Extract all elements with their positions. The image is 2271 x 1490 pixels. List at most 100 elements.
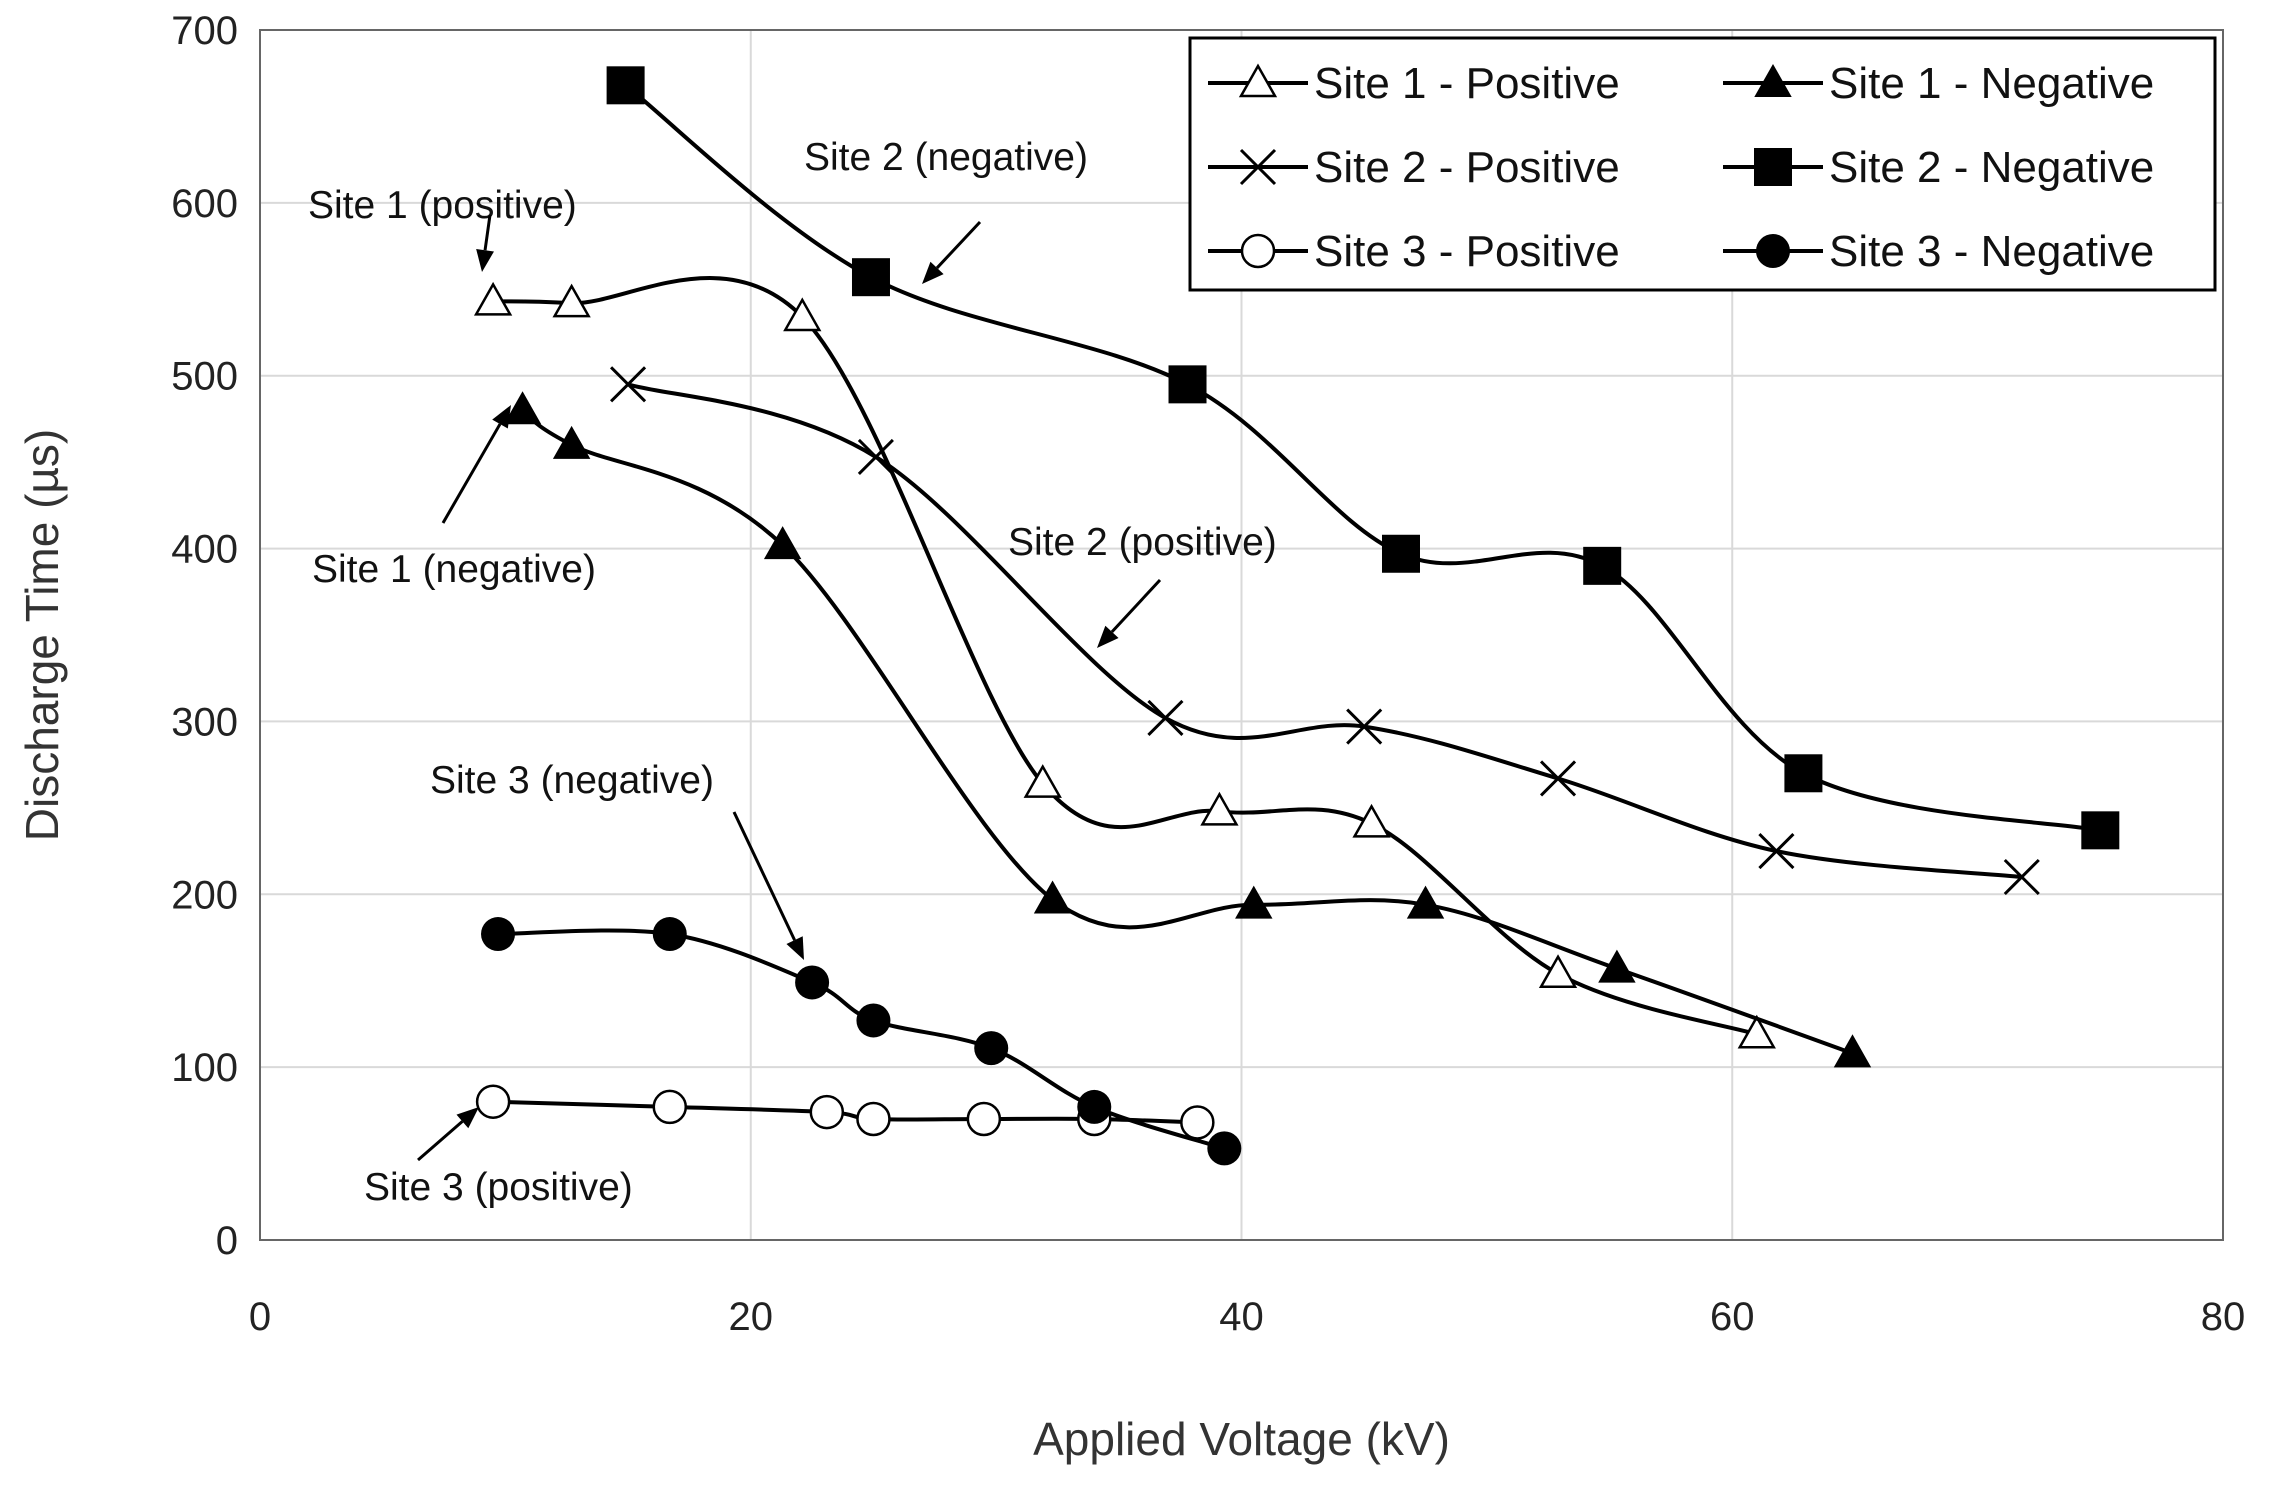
x-tick-label: 40 bbox=[1219, 1295, 1264, 1339]
data-point bbox=[1833, 1034, 1872, 1068]
y-tick-label: 300 bbox=[171, 700, 238, 744]
data-point bbox=[1077, 1089, 1112, 1124]
data-point bbox=[503, 391, 542, 425]
data-point bbox=[763, 526, 802, 560]
data-point bbox=[610, 366, 647, 403]
annotation-arrow-line bbox=[1110, 578, 1162, 633]
data-point bbox=[795, 965, 830, 1000]
data-point bbox=[1147, 699, 1184, 737]
annotation-arrow-line bbox=[417, 1120, 464, 1162]
legend-item: Site 3 - Negative bbox=[1723, 227, 2154, 276]
annotation: Site 2 (negative) bbox=[804, 136, 1088, 284]
data-point bbox=[652, 1089, 688, 1125]
data-point bbox=[606, 66, 645, 105]
y-axis: 0 100 200 300 400 500 600 700 bbox=[171, 9, 238, 1263]
series-layer bbox=[473, 66, 2120, 1166]
y-tick-label: 0 bbox=[216, 1219, 238, 1263]
legend-item: Site 3 - Positive bbox=[1208, 227, 1620, 276]
legend-marker bbox=[1240, 233, 1276, 269]
data-point bbox=[2081, 811, 2120, 850]
annotation-arrowhead bbox=[492, 405, 511, 429]
annotation: Site 3 (positive) bbox=[364, 1107, 633, 1209]
x-axis: 0 20 40 60 80 bbox=[249, 1295, 2245, 1339]
legend-item: Site 2 - Negative bbox=[1723, 143, 2154, 192]
data-point bbox=[1168, 365, 1207, 404]
data-point bbox=[1352, 803, 1391, 838]
legend-marker bbox=[1756, 234, 1790, 268]
series-line bbox=[521, 408, 1854, 1056]
data-point bbox=[552, 283, 591, 318]
annotation-arrow-line bbox=[935, 220, 982, 269]
legend-label: Site 1 - Positive bbox=[1314, 59, 1620, 108]
data-point bbox=[809, 1094, 845, 1130]
annotation-label: Site 3 (positive) bbox=[364, 1166, 633, 1209]
data-point bbox=[1737, 1014, 1776, 1049]
y-tick-label: 600 bbox=[171, 182, 238, 226]
annotation-arrowhead bbox=[1097, 625, 1119, 648]
series-line bbox=[493, 276, 1758, 1037]
plot-area bbox=[259, 29, 2224, 1241]
data-point bbox=[974, 1031, 1009, 1066]
legend-label: Site 1 - Negative bbox=[1829, 59, 2154, 108]
legend-box bbox=[1188, 36, 2217, 292]
x-tick-label: 60 bbox=[1710, 1295, 1755, 1339]
data-point bbox=[851, 258, 890, 297]
legend-marker bbox=[1754, 63, 1792, 97]
annotation-label: Site 2 (negative) bbox=[804, 136, 1088, 179]
data-point bbox=[1235, 885, 1273, 919]
y-tick-label: 700 bbox=[171, 9, 238, 53]
data-point bbox=[1539, 760, 1577, 797]
legend-marker bbox=[1238, 63, 1278, 98]
annotation-arrowhead bbox=[456, 1107, 479, 1129]
annotation: Site 1 (positive) bbox=[308, 184, 577, 272]
series-site-1-positive bbox=[473, 276, 1776, 1049]
legend-marker bbox=[1754, 148, 1792, 186]
data-point bbox=[1381, 534, 1420, 573]
legend-label: Site 3 - Positive bbox=[1314, 227, 1620, 276]
x-tick-label: 80 bbox=[2201, 1295, 2246, 1339]
x-axis-title: Applied Voltage (kV) bbox=[1033, 1413, 1450, 1465]
data-point bbox=[1583, 546, 1622, 585]
data-point bbox=[1784, 754, 1823, 793]
series-site-3-negative bbox=[481, 917, 1242, 1166]
data-point bbox=[1200, 791, 1239, 826]
annotation-label: Site 1 (positive) bbox=[308, 184, 577, 227]
annotation-arrowhead bbox=[922, 261, 944, 284]
data-point bbox=[1406, 885, 1445, 919]
annotation-arrow-line bbox=[441, 423, 502, 524]
legend-label: Site 2 - Positive bbox=[1314, 143, 1620, 192]
annotation-arrow-line bbox=[732, 811, 796, 941]
annotation-arrowhead bbox=[786, 936, 804, 960]
y-tick-label: 400 bbox=[171, 528, 238, 572]
y-axis-title: Discharge Time (µs) bbox=[16, 429, 68, 841]
annotation-label: Site 1 (negative) bbox=[312, 548, 596, 591]
legend-item: Site 1 - Positive bbox=[1208, 59, 1620, 108]
data-point bbox=[1346, 708, 1383, 745]
annotation-label: Site 3 (negative) bbox=[430, 759, 714, 802]
data-point bbox=[552, 425, 591, 459]
data-point bbox=[1538, 954, 1578, 989]
y-tick-label: 500 bbox=[171, 355, 238, 399]
data-point bbox=[1033, 880, 1072, 914]
annotation-arrowhead bbox=[476, 248, 494, 272]
data-point bbox=[2003, 858, 2040, 896]
x-tick-label: 0 bbox=[249, 1295, 271, 1339]
data-point bbox=[966, 1101, 1002, 1137]
annotation-arrow-line bbox=[483, 214, 492, 251]
annotation: Site 3 (negative) bbox=[430, 759, 804, 960]
data-point bbox=[1023, 764, 1062, 798]
data-point bbox=[481, 917, 516, 952]
legend-label: Site 2 - Negative bbox=[1829, 143, 2154, 192]
legend-label: Site 3 - Negative bbox=[1829, 227, 2154, 276]
data-point bbox=[1180, 1105, 1215, 1140]
legend-marker bbox=[1239, 148, 1277, 186]
annotations: Site 1 (positive) Site 2 (negative) Site 1… bbox=[308, 136, 1277, 1209]
data-point bbox=[475, 1084, 511, 1119]
series-site-2-negative bbox=[606, 66, 2120, 850]
y-tick-label: 100 bbox=[171, 1046, 238, 1090]
data-point bbox=[473, 281, 513, 316]
data-point bbox=[856, 1003, 891, 1038]
annotation: Site 2 (positive) bbox=[1008, 521, 1277, 648]
data-point bbox=[783, 297, 822, 332]
